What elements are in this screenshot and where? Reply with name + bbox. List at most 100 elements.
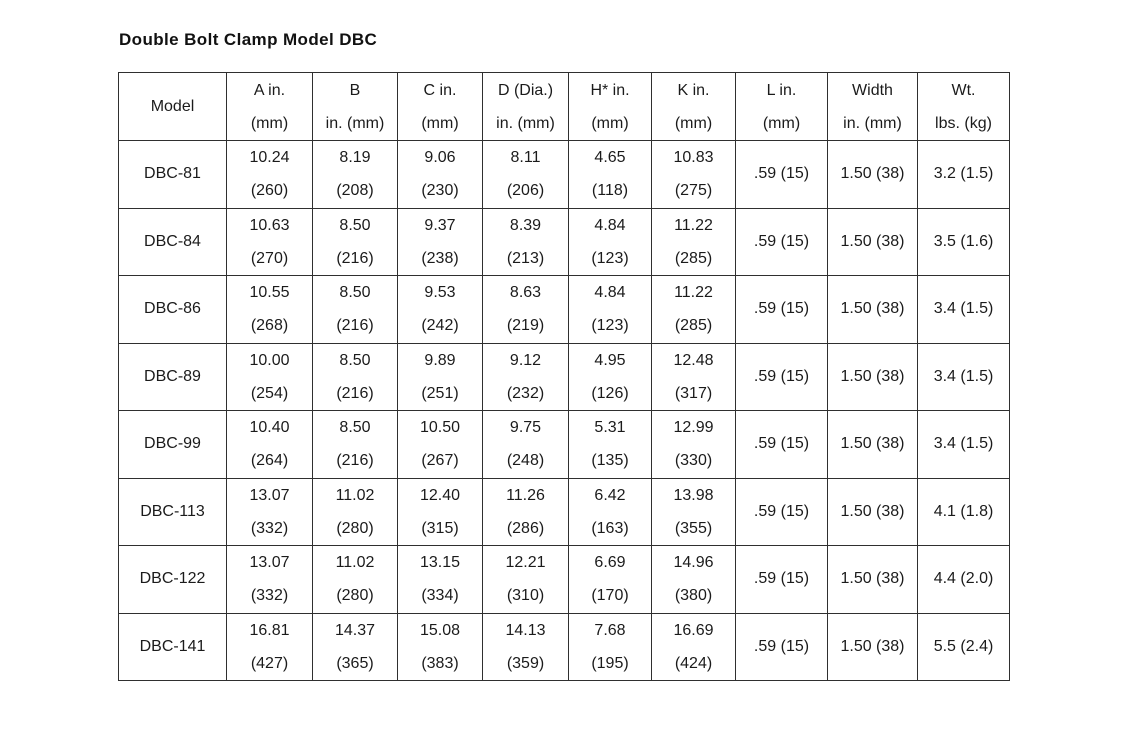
table-header: Model A in. (mm) B in. (mm) C in. (mm) D…: [118, 72, 1010, 141]
dimension-mm-value: (123): [591, 249, 629, 267]
header-line2: (mm): [421, 114, 459, 132]
dimension-mm-value: (280): [336, 519, 374, 537]
dimension-cell: 10.50 (267): [397, 410, 483, 479]
width-cell: 1.50 (38): [827, 140, 918, 209]
dimension-cell: 8.50 (216): [312, 207, 398, 276]
dimension-cell: 4.84 (123): [568, 275, 652, 344]
dimension-cell: 12.99 (330): [651, 410, 736, 479]
dimension-in-value: 9.12: [509, 351, 542, 369]
dimension-mm-value: (280): [336, 587, 374, 605]
dimension-cell: 6.69 (170): [568, 545, 652, 614]
column-header-b: B in. (mm): [312, 72, 398, 141]
dimension-cell: 11.22 (285): [651, 207, 736, 276]
dimension-mm-value: (264): [250, 452, 289, 470]
dimension-cell: 11.02 (280): [312, 545, 398, 614]
dimension-in-value: 6.42: [594, 486, 626, 504]
dimension-in-value: 11.22: [674, 284, 713, 302]
dimension-mm-value: (286): [506, 519, 545, 537]
column-header-width: Width in. (mm): [827, 72, 918, 141]
model-cell: DBC-122: [118, 545, 227, 614]
width-cell: 1.50 (38): [827, 477, 918, 546]
dimension-in-value: 8.11: [510, 149, 541, 167]
model-cell: DBC-113: [118, 477, 227, 546]
dimension-cell: 9.75 (248): [482, 410, 569, 479]
column-header-h: H* in. (mm): [568, 72, 652, 141]
dimension-cell: 4.95 (126): [568, 342, 652, 411]
dimension-in-value: 10.40: [249, 419, 290, 437]
dimension-in-value: 5.31: [594, 419, 626, 437]
dimension-cell: 10.83 (275): [651, 140, 736, 209]
weight-cell: 3.4 (1.5): [917, 410, 1010, 479]
model-cell: DBC-89: [118, 342, 227, 411]
header-line2: in. (mm): [496, 114, 555, 132]
width-cell: 1.50 (38): [827, 410, 918, 479]
dimension-mm-value: (230): [421, 182, 459, 200]
dimension-cell: 14.37 (365): [312, 612, 398, 681]
header-line1: C in.: [423, 81, 457, 99]
dimension-cell: 11.22 (285): [651, 275, 736, 344]
dimension-mm-value: (216): [336, 317, 374, 335]
header-line1: D (Dia.): [497, 81, 554, 99]
dimension-in-value: 16.81: [249, 621, 290, 639]
dimension-cell: 8.50 (216): [312, 342, 398, 411]
dimension-cell: 14.96 (380): [651, 545, 736, 614]
header-line1: L in.: [766, 81, 797, 99]
weight-cell: 5.5 (2.4): [917, 612, 1010, 681]
dimension-cell: 8.50 (216): [312, 275, 398, 344]
model-cell: DBC-84: [118, 207, 227, 276]
dimension-in-value: 9.37: [424, 216, 456, 234]
dimension-cell: 13.15 (334): [397, 545, 483, 614]
dimension-mm-value: (216): [336, 249, 374, 267]
dimension-mm-value: (332): [250, 519, 289, 537]
dimension-in-value: 9.89: [424, 351, 456, 369]
header-line2: in. (mm): [843, 114, 902, 132]
dimension-mm-value: (216): [336, 452, 374, 470]
model-cell: DBC-141: [118, 612, 227, 681]
dimension-cell: 16.69 (424): [651, 612, 736, 681]
dimension-mm-value: (254): [250, 384, 289, 402]
dimension-cell: 9.89 (251): [397, 342, 483, 411]
dimension-in-value: 12.99: [673, 419, 714, 437]
l-dimension-cell: .59 (15): [735, 545, 828, 614]
width-cell: 1.50 (38): [827, 545, 918, 614]
column-header-c: C in. (mm): [397, 72, 483, 141]
dimension-mm-value: (268): [250, 317, 289, 335]
dimension-cell: 9.53 (242): [397, 275, 483, 344]
dimension-cell: 8.39 (213): [482, 207, 569, 276]
page-title: Double Bolt Clamp Model DBC: [119, 30, 378, 49]
header-line1: H* in.: [590, 81, 630, 99]
dimension-cell: 8.19 (208): [312, 140, 398, 209]
dimension-mm-value: (260): [250, 182, 289, 200]
column-header-wt: Wt. lbs. (kg): [917, 72, 1010, 141]
dimension-cell: 6.42 (163): [568, 477, 652, 546]
dimension-in-value: 9.53: [424, 284, 456, 302]
weight-cell: 3.5 (1.6): [917, 207, 1010, 276]
header-line2: (mm): [591, 114, 629, 132]
dimension-mm-value: (380): [674, 587, 713, 605]
dimension-mm-value: (219): [506, 317, 545, 335]
dimension-cell: 10.55 (268): [226, 275, 313, 344]
dimension-mm-value: (206): [506, 182, 545, 200]
dimension-mm-value: (208): [336, 182, 374, 200]
dimension-cell: 7.68 (195): [568, 612, 652, 681]
column-header-a: A in. (mm): [226, 72, 313, 141]
table-row: DBC-84 10.63 (270) 8.50 (216) 9.37 (238) 8.39 (2…: [118, 207, 1010, 276]
dimension-in-value: 12.40: [419, 486, 461, 504]
dimension-mm-value: (270): [250, 249, 289, 267]
header-line1: Wt.: [951, 81, 976, 99]
table-row: DBC-81 10.24 (260) 8.19 (208) 9.06 (230) 8.11 (2…: [118, 140, 1010, 209]
width-cell: 1.50 (38): [827, 342, 918, 411]
dimension-mm-value: (135): [591, 452, 629, 470]
dimension-in-value: 12.21: [505, 554, 546, 572]
table-row: DBC-122 13.07 (332) 11.02 (280) 13.15 (334) 12.…: [118, 545, 1010, 614]
width-cell: 1.50 (38): [827, 612, 918, 681]
dimension-mm-value: (334): [421, 587, 459, 605]
dimension-in-value: 14.37: [334, 621, 376, 639]
dimension-in-value: 10.63: [249, 216, 290, 234]
dimension-cell: 11.02 (280): [312, 477, 398, 546]
table-row: DBC-86 10.55 (268) 8.50 (216) 9.53 (242) 8.63 (2…: [118, 275, 1010, 344]
dimension-in-value: 11.22: [674, 216, 713, 234]
header-line2: lbs. (kg): [935, 114, 992, 132]
dimension-mm-value: (317): [674, 384, 713, 402]
l-dimension-cell: .59 (15): [735, 410, 828, 479]
